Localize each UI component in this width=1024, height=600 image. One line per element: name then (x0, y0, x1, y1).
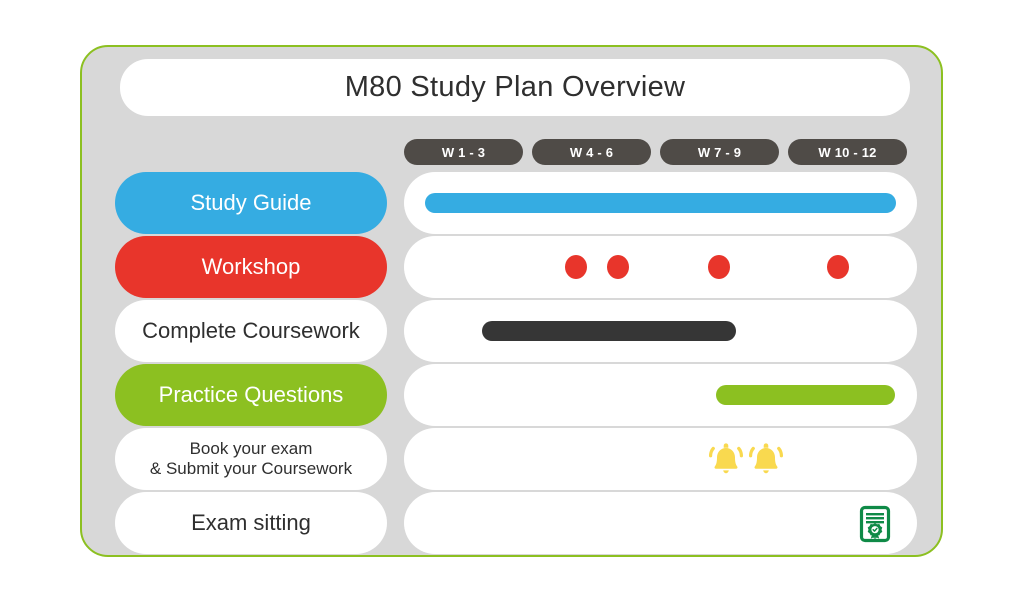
workshop-dot (826, 255, 849, 279)
week-pill-3[interactable]: W 7 - 9 (660, 139, 779, 165)
week-pill-label: W 10 - 12 (818, 144, 877, 160)
week-pill-label: W 1 - 3 (441, 144, 486, 160)
table-row: Complete Coursework (82, 300, 941, 362)
table-row: Practice Questions (82, 364, 941, 426)
row-label-exam-sitting[interactable]: Exam sitting (115, 492, 387, 554)
row-label-text: Exam sitting (191, 510, 311, 536)
table-row: Study Guide (82, 172, 941, 234)
workshop-dot (708, 255, 731, 279)
timeline-lane-practice-questions (404, 364, 917, 426)
certificate-icon (856, 505, 894, 543)
workshop-dot (607, 255, 630, 279)
study-plan-card: M80 Study Plan Overview W 1 - 3 W 4 - 6 … (80, 45, 943, 557)
row-label-study-guide[interactable]: Study Guide (115, 172, 387, 234)
bell-icon (709, 442, 743, 478)
workshop-dot (564, 255, 587, 279)
week-pill-4[interactable]: W 10 - 12 (788, 139, 907, 165)
timeline-lane-book-exam (404, 428, 917, 490)
week-pill-1[interactable]: W 1 - 3 (404, 139, 523, 165)
table-row: Exam sitting (82, 492, 941, 554)
bell-icon (749, 442, 783, 478)
timeline-bar-study-guide (424, 193, 897, 213)
row-label-practice-questions[interactable]: Practice Questions (115, 364, 387, 426)
timeline-lane-study-guide (404, 172, 917, 234)
week-pill-2[interactable]: W 4 - 6 (532, 139, 651, 165)
timeline-lane-workshop (404, 236, 917, 298)
table-row: Workshop (82, 236, 941, 298)
timeline-bar-practice-questions (715, 385, 895, 405)
table-row: Book your exam & Submit your Coursework (82, 428, 941, 490)
row-label-text: Book your exam & Submit your Coursework (149, 438, 353, 478)
bell-icon-group (709, 440, 809, 480)
week-pill-label: W 4 - 6 (569, 144, 614, 160)
row-label-text: Practice Questions (158, 382, 344, 408)
timeline-lane-exam-sitting (404, 492, 917, 554)
row-label-complete-coursework[interactable]: Complete Coursework (115, 300, 387, 362)
row-label-text: Complete Coursework (142, 318, 360, 344)
week-header-row: W 1 - 3 W 4 - 6 W 7 - 9 W 10 - 12 (404, 139, 917, 165)
title-bar: M80 Study Plan Overview (120, 59, 910, 116)
row-label-workshop[interactable]: Workshop (115, 236, 387, 298)
row-label-book-exam[interactable]: Book your exam & Submit your Coursework (115, 428, 387, 490)
timeline-bar-complete-coursework (482, 321, 736, 341)
page-title: M80 Study Plan Overview (344, 71, 686, 103)
timeline-lane-complete-coursework (404, 300, 917, 362)
row-label-text: Study Guide (190, 190, 312, 216)
week-pill-label: W 7 - 9 (697, 144, 742, 160)
row-label-text: Workshop (201, 254, 301, 280)
